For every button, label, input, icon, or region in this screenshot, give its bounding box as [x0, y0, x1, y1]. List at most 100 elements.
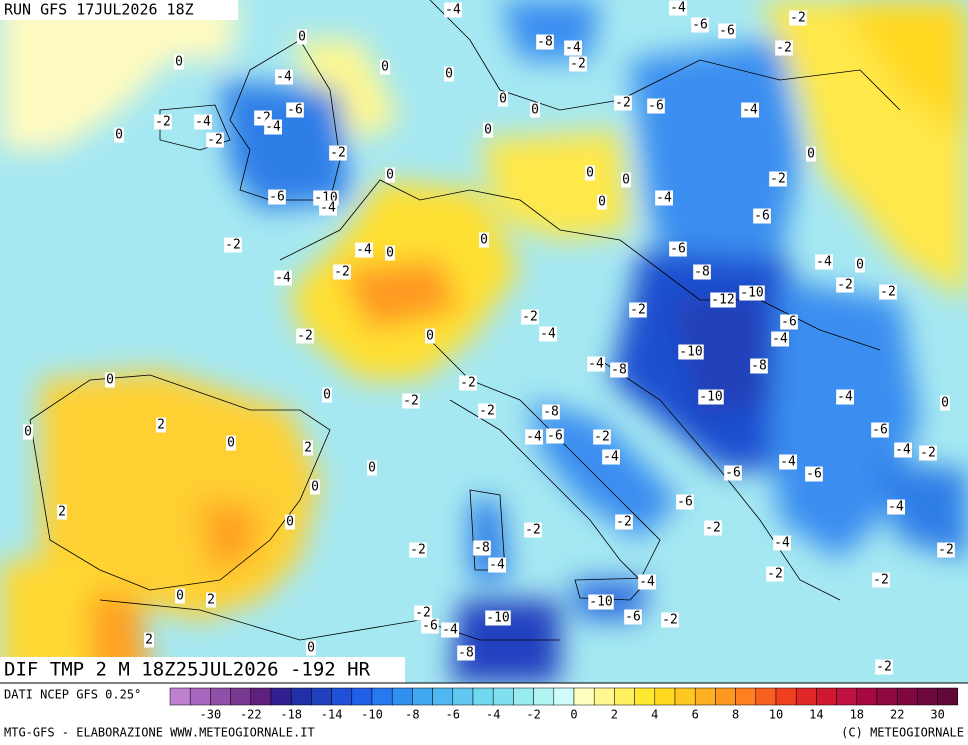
contour-label-text: 0: [298, 30, 306, 45]
contour-label-text: 2: [58, 505, 66, 520]
contour-label-box: [546, 428, 564, 444]
contour-label: -2: [615, 514, 633, 530]
contour-label: -2: [879, 284, 897, 300]
contour-label-text: -8: [694, 265, 710, 280]
contour-label: -8: [536, 34, 554, 50]
contour-label: -4: [319, 200, 337, 216]
contour-label-box: [224, 237, 242, 253]
colorbar-swatch: [189, 687, 211, 706]
contour-label-box: [521, 309, 539, 325]
contour-label-text: -4: [816, 255, 832, 270]
colorbar-swatch: [634, 687, 656, 706]
colorbar-tick-label: -2: [526, 708, 540, 722]
contour-label-text: -2: [630, 303, 646, 318]
contour-label-text: -4: [742, 103, 758, 118]
contour-label-box: [587, 356, 605, 372]
colorbar-tick-label: 8: [732, 708, 739, 722]
coastlines: [29, 0, 901, 641]
contour-label: -4: [779, 454, 797, 470]
contour-label: 2: [57, 504, 67, 520]
contour-label-box: [473, 540, 491, 556]
contour-label: -8: [693, 264, 711, 280]
contour-label-text: 0: [175, 55, 183, 70]
contour-label: -6: [546, 428, 564, 444]
colorbar-tick-label: 4: [651, 708, 658, 722]
contour-label: -6: [718, 23, 736, 39]
contour-label-box: [789, 10, 807, 26]
contour-label-box: [769, 171, 787, 187]
contour-label-text: 2: [145, 633, 153, 648]
contour-label-box: [385, 167, 395, 183]
contour-label: -6: [780, 314, 798, 330]
credit-left: MTG-GFS - ELABORAZIONE WWW.METEOGIORNALE…: [4, 726, 315, 740]
contour-label-box: [444, 66, 454, 82]
contour-label-text: -8: [474, 541, 490, 556]
contour-label-box: [275, 69, 293, 85]
contour-label: -4: [894, 442, 912, 458]
colorbar-swatch: [735, 687, 757, 706]
contour-label-text: -6: [670, 242, 686, 257]
contour-label-box: [459, 375, 477, 391]
contour-label-text: -4: [275, 271, 291, 286]
contour-label: -4: [638, 574, 656, 590]
colorbar-tick-label: -4: [486, 708, 500, 722]
contour-label: -6: [268, 189, 286, 205]
contour-label-text: -2: [297, 329, 313, 344]
contour-label-text: 0: [323, 388, 331, 403]
contour-label-box: [691, 17, 709, 33]
contour-label-box: [780, 314, 798, 330]
contour-label-text: 0: [856, 258, 864, 273]
contour-label: 0: [226, 435, 236, 451]
contour-label: 0: [444, 66, 454, 82]
contour-label-box: [498, 91, 508, 107]
contour-label-text: -6: [872, 423, 888, 438]
contour-label-box: [750, 358, 768, 374]
contour-label-box: [425, 328, 435, 344]
contour-label-box: [114, 127, 124, 143]
contour-label-box: [724, 465, 742, 481]
contour-label-box: [614, 95, 632, 111]
contour-label-box: [409, 542, 427, 558]
colorbar-swatch: [553, 687, 575, 706]
contour-label-box: [588, 594, 614, 610]
colorbar-swatch: [311, 687, 332, 706]
contour-label-text: -2: [837, 278, 853, 293]
contour-label: 0: [479, 232, 489, 248]
colorbar-tick-label: 18: [850, 708, 864, 722]
contour-label-text: -2: [410, 543, 426, 558]
contour-label-box: [887, 499, 905, 515]
colorbar-swatch: [250, 687, 272, 706]
contour-label: -8: [542, 404, 560, 420]
contour-label-text: -2: [403, 394, 419, 409]
contour-label-text: -10: [589, 595, 612, 610]
contour-label: -2: [333, 264, 351, 280]
contour-label-text: -2: [920, 446, 936, 461]
contour-label-box: [488, 557, 506, 573]
contour-label: -10: [678, 344, 704, 360]
contour-label: -2: [875, 659, 893, 675]
contour-label: -4: [815, 254, 833, 270]
colorbar-swatch: [917, 687, 938, 706]
contour-label-text: -4: [442, 623, 458, 638]
contour-label-box: [940, 395, 950, 411]
contour-label-box: [937, 542, 955, 558]
contour-label: -4: [887, 499, 905, 515]
contour-label-box: [806, 146, 816, 162]
contour-label: -2: [775, 40, 793, 56]
colorbar-tick-label: -22: [240, 708, 262, 722]
contour-label-text: 2: [207, 593, 215, 608]
contour-label-box: [766, 566, 784, 582]
contour-label-box: [805, 466, 823, 482]
contour-label: 0: [306, 640, 316, 656]
contour-label-text: -2: [790, 11, 806, 26]
contour-label-text: -4: [780, 455, 796, 470]
colorbar-swatch: [391, 687, 413, 706]
contour-label-text: 0: [286, 515, 294, 530]
contour-label-box: [444, 2, 462, 18]
contour-label-text: -2: [594, 430, 610, 445]
contour-label-box: [704, 520, 722, 536]
contour-label-text: -2: [155, 115, 171, 130]
contour-label: -6: [871, 422, 889, 438]
